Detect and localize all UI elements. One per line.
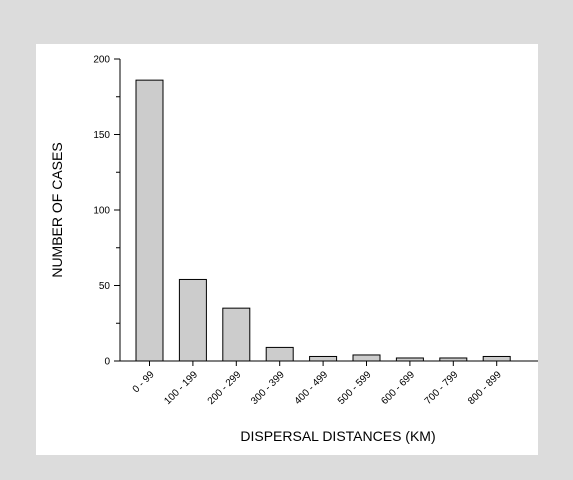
x-tick-label: 400 - 499 bbox=[293, 369, 331, 407]
x-tick-label: 300 - 399 bbox=[249, 369, 287, 407]
y-tick-label: 200 bbox=[93, 55, 110, 66]
y-tick-label: 0 bbox=[104, 357, 110, 368]
x-tick-label: 600 - 699 bbox=[379, 369, 417, 407]
bars bbox=[135, 79, 511, 362]
bar-4 bbox=[265, 346, 294, 362]
x-tick-label: 700 - 799 bbox=[423, 369, 461, 407]
x-tick-label: 100 - 199 bbox=[162, 369, 200, 407]
y-axis-title: NUMBER OF CASES bbox=[49, 142, 65, 277]
bar-1 bbox=[135, 79, 164, 362]
bar-5 bbox=[309, 355, 338, 362]
x-tick-label: 500 - 599 bbox=[336, 369, 374, 407]
x-tick-label: 800 - 899 bbox=[466, 369, 504, 407]
bar-2 bbox=[178, 278, 207, 362]
x-axis-title: DISPERSAL DISTANCES (KM) bbox=[240, 428, 435, 444]
bar-3 bbox=[222, 307, 251, 362]
chart-panel: 0 50 100 150 200 0 - 99 100 - 199 200 - 299 300… bbox=[36, 44, 538, 455]
bar-8 bbox=[439, 357, 468, 362]
x-tick-label: 200 - 299 bbox=[206, 369, 244, 407]
bar-6 bbox=[352, 354, 381, 362]
y-axis: 0 50 100 150 200 bbox=[93, 55, 121, 368]
y-tick-label: 100 bbox=[93, 206, 110, 217]
bar-9 bbox=[482, 355, 511, 362]
bar-chart: 0 50 100 150 200 0 - 99 100 - 199 200 - 299 300… bbox=[49, 55, 538, 444]
x-tick-label: 0 - 99 bbox=[131, 369, 157, 395]
y-tick-label: 50 bbox=[99, 281, 111, 292]
y-tick-label: 150 bbox=[93, 130, 110, 141]
x-axis: 0 - 99 100 - 199 200 - 299 300 - 399 400 - 4… bbox=[120, 360, 538, 407]
bar-7 bbox=[395, 357, 424, 362]
